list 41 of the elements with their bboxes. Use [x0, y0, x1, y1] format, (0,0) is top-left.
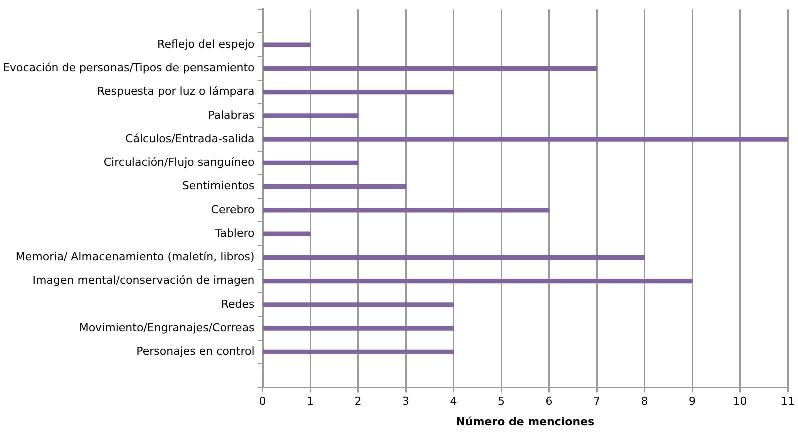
x-tick-label: 11: [781, 395, 795, 408]
y-tick-label: Respuesta por luz o lámpara: [97, 85, 255, 98]
bar: [263, 326, 454, 331]
bar: [263, 90, 454, 95]
y-tick-label: Reflejo del espejo: [158, 38, 256, 51]
x-tick-label: 10: [733, 395, 748, 408]
x-tick-label: 6: [546, 395, 553, 408]
bar: [263, 42, 311, 48]
y-tick-label: Movimiento/Engranajes/Correas: [79, 321, 256, 334]
x-axis-title: Número de menciones: [456, 415, 596, 428]
x-tick-label: 5: [498, 395, 506, 408]
bar: [263, 278, 693, 284]
bar: [263, 184, 406, 190]
bar: [263, 137, 788, 142]
bar: [263, 350, 454, 354]
x-tick-label: 3: [402, 395, 410, 408]
y-tick-label: Evocación de personas/Tipos de pensamiento: [3, 62, 256, 75]
y-tick-label: Tablero: [214, 226, 256, 240]
y-tick-label: Redes: [221, 298, 256, 311]
bar: [263, 232, 311, 236]
y-tick-label: Palabras: [208, 108, 256, 122]
x-tick-label: 8: [641, 395, 648, 408]
bar: [263, 66, 598, 71]
bar: [263, 160, 359, 166]
x-tick-label: 7: [594, 395, 601, 408]
bar: [263, 302, 454, 308]
x-tick-label: 9: [689, 395, 696, 408]
x-tick-label: 4: [450, 395, 458, 408]
bar: [263, 114, 359, 118]
y-tick-label: Sentimientos: [182, 180, 256, 193]
x-tick-label: 2: [354, 395, 362, 408]
bar: [263, 208, 550, 213]
y-tick-label: Personajes en control: [136, 345, 255, 358]
y-tick-label: Circulación/Flujo sanguíneo: [104, 156, 256, 170]
x-tick-label: 0: [259, 395, 266, 408]
y-tick-label: Memoria/ Almacenamiento (maletín, libros): [16, 250, 255, 264]
x-tick-label: 1: [307, 395, 314, 408]
bar: [263, 255, 646, 260]
y-tick-label: Imagen mental/conservación de imagen: [32, 274, 255, 288]
y-tick-label: Cálculos/Entrada-salida: [126, 132, 255, 146]
y-tick-label: Cerebro: [211, 203, 256, 216]
